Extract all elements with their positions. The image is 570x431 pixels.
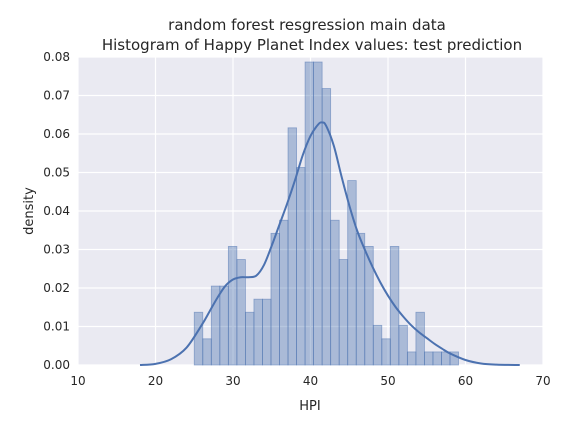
histogram-bar <box>355 232 366 366</box>
histogram-bar <box>279 219 289 366</box>
x-tick-label: 10 <box>70 374 85 388</box>
histogram-bar <box>210 285 221 366</box>
histogram-bar <box>193 311 204 366</box>
histogram-bar <box>398 324 408 366</box>
histogram-bar <box>406 351 417 366</box>
histogram-bar <box>304 61 315 366</box>
y-tick-label: 0.04 <box>43 204 70 218</box>
histogram-bar <box>364 246 374 366</box>
histogram-bar <box>372 324 383 366</box>
y-axis-label: density <box>22 187 37 235</box>
histogram-bar <box>347 180 357 366</box>
x-tick-label: 60 <box>458 374 473 388</box>
kde-line <box>139 121 520 366</box>
y-tick-label: 0.06 <box>43 127 70 141</box>
histogram-bar <box>287 127 297 366</box>
histogram-bar <box>227 246 238 366</box>
y-tick-label: 0.07 <box>43 89 70 103</box>
histogram-bar <box>262 298 272 366</box>
histogram-bar <box>321 88 332 366</box>
histogram-bar <box>381 338 391 366</box>
kde-curve-group <box>139 121 520 366</box>
chart-title: random forest resgression main data <box>168 16 446 34</box>
chart-subtitle: Histogram of Happy Planet Index values: … <box>102 36 522 54</box>
y-tick-label: 0.05 <box>43 166 70 180</box>
histogram-bar <box>338 259 349 366</box>
histogram-bar <box>253 298 263 366</box>
y-tick-label: 0.03 <box>43 243 70 257</box>
histogram-bar <box>415 311 425 366</box>
y-axis-ticks: 0.00 0.01 0.02 0.03 0.04 0.05 0.06 0.07 0.08 <box>43 50 70 372</box>
histogram-bar <box>449 351 459 366</box>
y-tick-label: 0.02 <box>43 281 70 295</box>
histogram-bar <box>330 219 340 366</box>
histogram-bar <box>424 351 434 366</box>
histogram-bar <box>296 167 306 366</box>
y-tick-label: 0.01 <box>43 320 70 334</box>
x-tick-label: 20 <box>148 374 163 388</box>
x-axis-ticks: 10 20 30 40 50 60 70 <box>70 374 550 388</box>
x-tick-label: 30 <box>225 374 240 388</box>
histogram-bar <box>313 61 323 366</box>
x-tick-label: 40 <box>303 374 318 388</box>
x-tick-label: 50 <box>380 374 395 388</box>
histogram-bar <box>270 232 280 366</box>
histogram-bar <box>219 285 229 366</box>
histogram-bar <box>244 311 255 366</box>
y-tick-label: 0.00 <box>43 358 70 372</box>
y-tick-label: 0.08 <box>43 50 70 64</box>
histogram-bar <box>236 259 246 366</box>
x-tick-label: 70 <box>535 374 550 388</box>
histogram-bar <box>202 338 212 366</box>
x-axis-label: HPI <box>299 399 320 414</box>
histogram-bar <box>432 351 442 366</box>
